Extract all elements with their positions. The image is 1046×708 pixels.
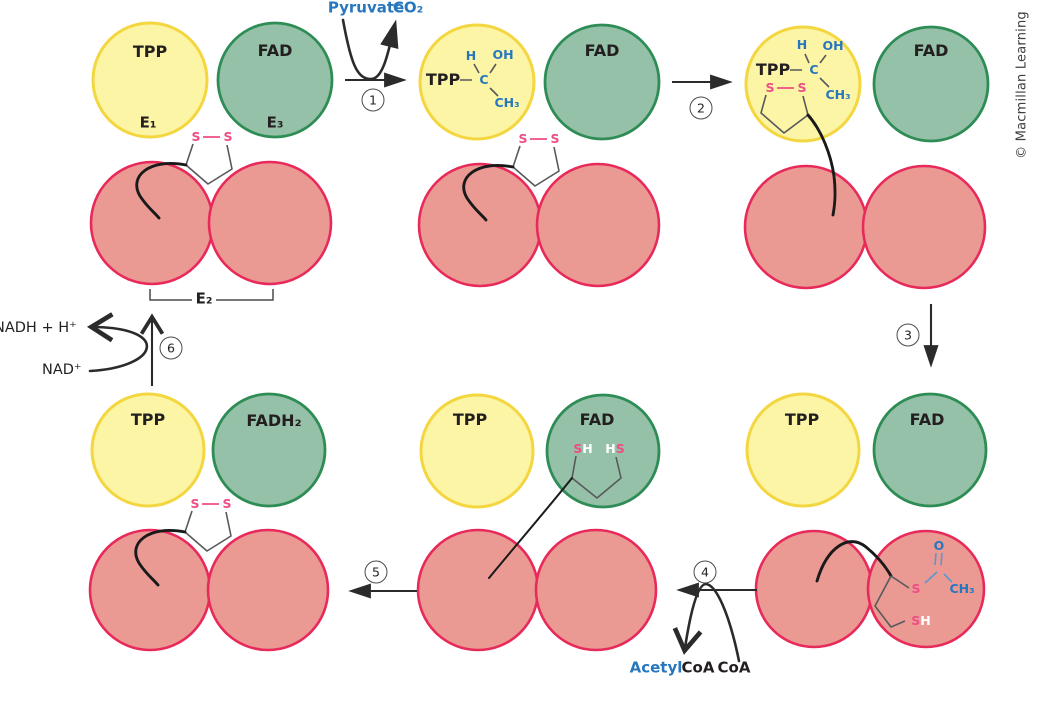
p1-s-right-label: S	[223, 128, 233, 144]
p5-hs-s: S	[615, 441, 625, 456]
p6-e2-core-left	[754, 529, 874, 649]
p1-tpp-label: TPP	[132, 42, 168, 61]
p2-tpp-label: TPP	[425, 70, 461, 89]
p4-e3-fadh2-circle	[211, 392, 327, 508]
pyruvate-co2-curve	[341, 18, 399, 81]
p1-s-left-label: S	[191, 128, 201, 144]
p4-e2-core-right	[206, 528, 330, 652]
p2-fad-label: FAD	[584, 41, 620, 60]
p5-hs-label: HS	[605, 440, 624, 456]
p3-lipoamide-arm	[806, 113, 837, 217]
e2-bracket	[149, 289, 274, 301]
p4-s-right-label: S	[222, 495, 232, 511]
p1-e1-tpp-circle	[91, 21, 209, 139]
p3-h-label: H	[796, 36, 808, 52]
p3-tpp-label: TPP	[755, 60, 791, 79]
p6-sh-h: H	[920, 613, 931, 628]
p3-s-left-label: S	[765, 79, 775, 95]
p2-e2-core-right	[535, 162, 661, 288]
p3-ch3-label: CH₃	[825, 86, 851, 102]
p6-fad-label: FAD	[909, 410, 945, 429]
acetyl-coa-label: CoA	[681, 658, 715, 677]
step6-badge: 6	[159, 336, 183, 360]
p3-oh-label: OH	[822, 37, 844, 53]
p1-e3-fad-circle	[216, 21, 334, 139]
p1-e2-core-right	[207, 160, 333, 286]
p5-tpp-label: TPP	[452, 410, 488, 429]
p6-o-label: O	[933, 537, 945, 553]
p5-hs-h: H	[605, 441, 616, 456]
pyruvate-label: Pyruvate	[327, 0, 405, 17]
p5-e1-tpp-circle	[419, 393, 535, 509]
p6-sh-s: S	[911, 613, 921, 628]
p5-e3-fad-circle	[545, 393, 661, 509]
co2-label: CO₂	[392, 0, 424, 17]
p3-fad-label: FAD	[913, 41, 949, 60]
p6-e2-core-right	[866, 529, 986, 649]
p3-lipoamide-ring	[760, 94, 809, 134]
p6-s-label: S	[911, 580, 921, 596]
step1-badge: 1	[361, 88, 385, 112]
p6-lipoamide-arm	[815, 540, 893, 583]
nad-nadh-curve	[86, 312, 149, 373]
p4-s-left-label: S	[190, 495, 200, 511]
coa-curve	[672, 582, 741, 663]
p2-e1-tpp-circle	[418, 23, 536, 141]
p1-fad-label: FAD	[257, 41, 293, 60]
p5-fad-label: FAD	[579, 410, 615, 429]
p3-c-label: C	[809, 61, 819, 77]
step3-badge: 3	[896, 323, 920, 347]
p2-s-left-label: S	[518, 130, 528, 146]
p5-sh-h: H	[582, 441, 593, 456]
p5-lipoamide-arm	[488, 477, 573, 579]
p3-e2-core-right	[861, 164, 987, 290]
step2-badge: 2	[689, 96, 713, 120]
publisher-credit: © Macmillan Learning	[1014, 11, 1030, 159]
p4-e2-core-left	[88, 528, 212, 652]
p3-e2-core-left	[743, 164, 869, 290]
nad-label: NAD⁺	[42, 361, 82, 378]
coa-in-label: CoA	[717, 658, 751, 677]
p5-sh-label: SH	[573, 440, 592, 456]
p1-e3-label: E₃	[266, 113, 284, 132]
p3-s-right-label: S	[797, 79, 807, 95]
p2-h-label: H	[465, 47, 477, 63]
p3-e3-fad-circle	[872, 25, 990, 143]
p2-hydroxyethyl-bonds	[460, 63, 499, 97]
acetyl-label: Acetyl	[629, 658, 683, 677]
p4-tpp-label: TPP	[130, 410, 166, 429]
p2-ch3-label: CH₃	[494, 94, 520, 110]
p5-e2-core-left	[416, 528, 540, 652]
p6-e1-tpp-circle	[745, 392, 861, 508]
p5-sh-s: S	[573, 441, 583, 456]
p1-e2-core-left	[89, 160, 215, 286]
p2-e2-core-left	[417, 162, 543, 288]
p6-acetyl-bonds	[924, 552, 953, 584]
step5-badge: 5	[364, 560, 388, 584]
p1-e1-label: E₁	[139, 113, 157, 132]
step4-badge: 4	[693, 560, 717, 584]
p2-e3-fad-circle	[543, 23, 661, 141]
p6-tpp-label: TPP	[784, 410, 820, 429]
p2-oh-label: OH	[492, 46, 514, 62]
p6-dithiol-chain	[874, 575, 910, 628]
p2-c-label: C	[479, 71, 489, 87]
p3-e1-tpp-circle	[744, 25, 862, 143]
p4-e1-tpp-circle	[90, 392, 206, 508]
p3-hydroxyethyl-bonds	[790, 53, 830, 88]
p4-fadh2-label: FADH₂	[246, 411, 302, 430]
nadh-label: NADH + H⁺	[0, 319, 77, 336]
p5-e2-core-right	[534, 528, 658, 652]
p5-dithiol-chain	[571, 455, 622, 499]
p6-ch3-label: CH₃	[949, 580, 975, 596]
p2-s-right-label: S	[550, 130, 560, 146]
p6-e3-fad-circle	[872, 392, 988, 508]
e2-label: E₂	[195, 289, 213, 308]
p6-sh-label: SH	[911, 612, 930, 628]
